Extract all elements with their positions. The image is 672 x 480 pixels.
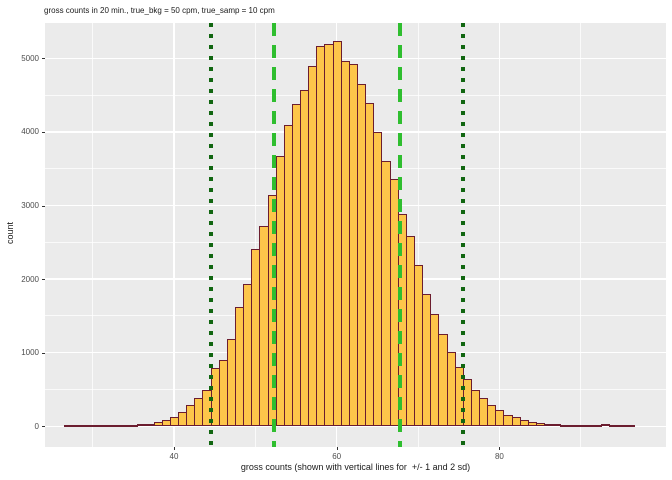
x-tick-label: 60 bbox=[332, 452, 342, 461]
vline-dashed-2 bbox=[397, 23, 402, 447]
y-axis-tick bbox=[42, 352, 45, 354]
x-axis-tick bbox=[174, 447, 175, 450]
y-tick-label: 2000 bbox=[21, 274, 39, 284]
histogram-bar bbox=[625, 424, 635, 427]
y-tick-label: 3000 bbox=[21, 201, 39, 211]
x-axis-tick bbox=[336, 447, 338, 450]
gridline-major-x bbox=[173, 23, 175, 447]
vline-dashed-1 bbox=[271, 23, 276, 447]
x-tick-label: 80 bbox=[494, 452, 504, 461]
x-axis-title: gross counts (shown with vertical lines … bbox=[240, 462, 471, 472]
gridline-minor-x bbox=[254, 23, 256, 447]
plot-title: gross counts in 20 min., true_bkg = 50 c… bbox=[44, 6, 275, 15]
y-tick-label: 5000 bbox=[21, 53, 39, 63]
gridline-minor-x bbox=[580, 23, 582, 447]
y-axis-tick bbox=[42, 279, 45, 281]
y-axis-title: count bbox=[5, 221, 15, 245]
gridline-minor-x bbox=[417, 23, 419, 447]
vline-dotted-0 bbox=[208, 23, 213, 447]
gridline-major-y bbox=[45, 425, 666, 427]
x-axis-tick bbox=[499, 447, 501, 450]
y-tick-label: 0 bbox=[34, 421, 39, 431]
y-axis-tick bbox=[42, 58, 45, 60]
y-axis-tick bbox=[42, 205, 45, 207]
gridline-major-x bbox=[498, 23, 501, 447]
gridline-minor-x bbox=[92, 23, 94, 447]
gridline-major-y bbox=[45, 57, 666, 60]
plot-panel bbox=[45, 23, 666, 447]
x-tick-label: 40 bbox=[169, 452, 179, 461]
y-tick-label: 4000 bbox=[21, 127, 39, 137]
y-axis-tick bbox=[42, 131, 45, 133]
y-axis-tick bbox=[42, 426, 45, 428]
y-tick-label: 1000 bbox=[21, 348, 39, 358]
vline-dotted-3 bbox=[460, 23, 465, 447]
